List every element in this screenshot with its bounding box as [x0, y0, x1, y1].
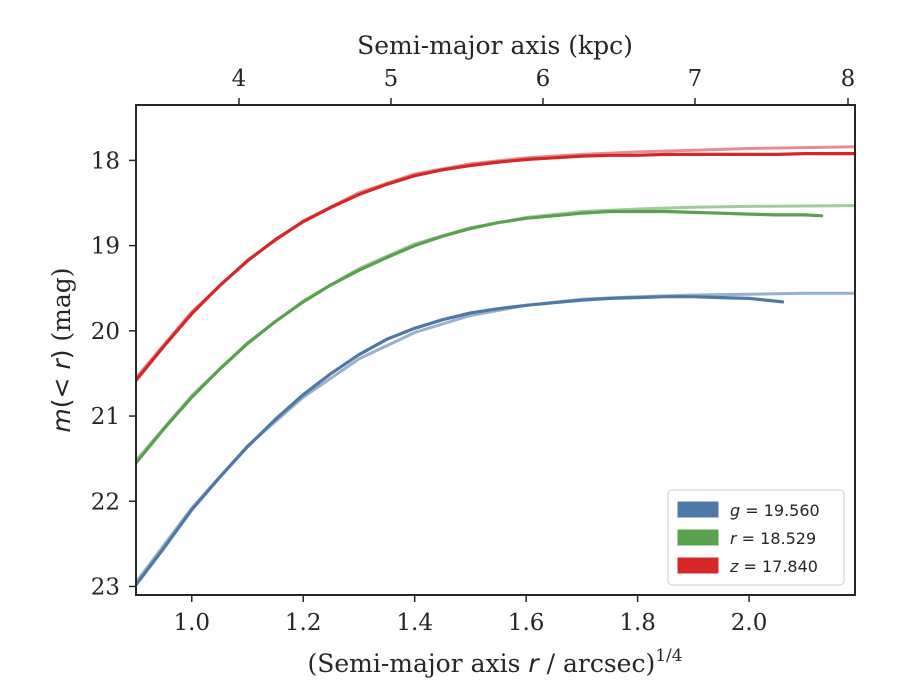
y-axis-title: m(< r) (mag) [47, 267, 76, 432]
legend-label-z: z = 17.840 [729, 557, 818, 576]
top-tick-label: 6 [536, 66, 551, 92]
series-line-r [136, 209, 824, 465]
top-tick-label: 7 [688, 66, 703, 92]
legend-swatch-g [677, 501, 719, 518]
x-tick-label: 1.6 [508, 610, 545, 636]
y-tick-label: 22 [91, 489, 120, 515]
y-tick-label: 18 [91, 148, 120, 174]
x-tick-label: 1.2 [285, 610, 322, 636]
x-tick-label: 2.0 [731, 610, 768, 636]
top-tick-label: 4 [232, 66, 247, 92]
y-tick-label: 19 [91, 234, 120, 260]
legend-swatch-z [677, 557, 719, 574]
legend-swatch-r [677, 529, 719, 546]
x-tick-label: 1.8 [619, 610, 656, 636]
y-tick-label: 23 [91, 574, 120, 600]
top-tick-label: 5 [384, 66, 399, 92]
top-tick-label: 8 [841, 66, 856, 92]
model-line-r [136, 204, 855, 462]
legend-label-r: r = 18.529 [730, 529, 816, 548]
x-tick-label: 1.4 [396, 610, 433, 636]
top-axis-title: Semi-major axis (kpc) [357, 31, 633, 60]
y-tick-label: 20 [91, 319, 120, 345]
series-line-z [136, 152, 855, 382]
x-tick-label: 1.0 [173, 610, 210, 636]
series-line-g [136, 295, 785, 587]
legend-label-g: g = 19.560 [730, 501, 820, 520]
x-axis-title: (Semi-major axis r / arcsec)1/4 [307, 646, 682, 678]
plot-frame [135, 104, 856, 596]
y-tick-label: 21 [91, 404, 120, 430]
